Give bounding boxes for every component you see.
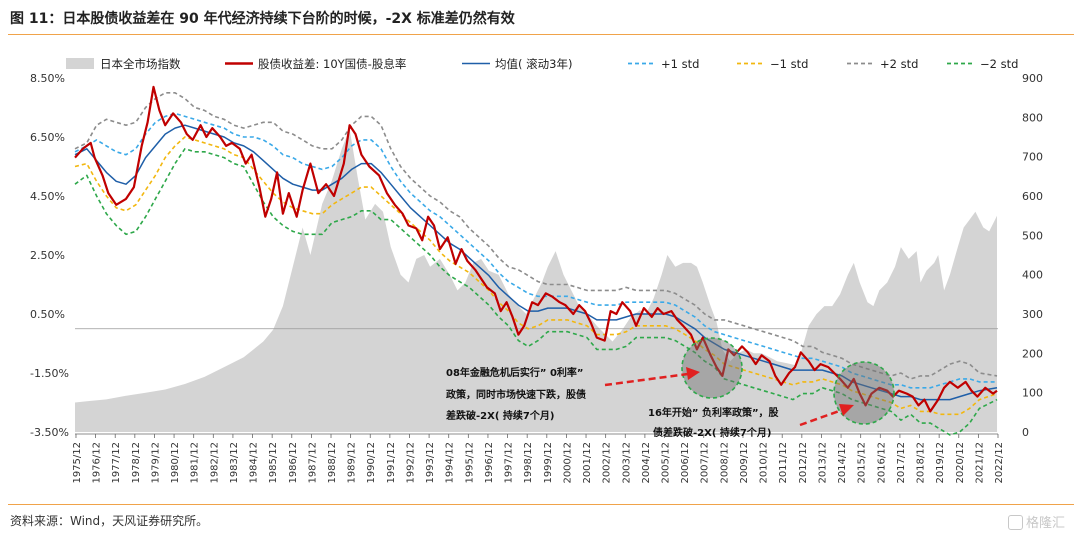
x-axis-tick-label: 2005/12 — [661, 442, 672, 484]
highlight-2008 — [681, 337, 743, 399]
x-axis-tick-label: 1999/12 — [543, 442, 554, 484]
right-axis-tick: 600 — [1022, 190, 1043, 203]
x-axis-tick-label: 2003/12 — [621, 442, 632, 484]
x-axis-tick-label: 2013/12 — [817, 442, 828, 484]
x-axis-tick-label: 1979/12 — [151, 442, 162, 484]
x-axis-tick-label: 1981/12 — [190, 442, 201, 484]
right-axis-tick: 0 — [1022, 426, 1029, 439]
x-axis-tick-label: 1998/12 — [523, 442, 534, 484]
x-axis-tick-label: 2004/12 — [641, 442, 652, 484]
x-axis-tick-label: 2019/12 — [935, 442, 946, 484]
left-axis-tick: 6.50% — [30, 131, 65, 144]
title-divider — [8, 34, 1074, 35]
annotation-2008-text: 差跌破-2X( 持续7个月) — [446, 409, 554, 422]
x-axis-tick-label: 1987/12 — [307, 442, 318, 484]
annotation-2008-arrowhead — [686, 367, 700, 380]
right-axis-tick: 500 — [1022, 229, 1043, 242]
x-axis-tick-label: 2014/12 — [837, 442, 848, 484]
left-axis-tick: 0.50% — [30, 308, 65, 321]
legend-label: +2 std — [880, 57, 918, 71]
annotation-2008-text: 政策，同时市场快速下跌，股债 — [446, 388, 586, 401]
x-axis-tick-label: 2002/12 — [602, 442, 613, 484]
right-axis-tick: 900 — [1022, 72, 1043, 85]
annotation-2016-arrowhead — [839, 404, 854, 416]
x-axis-tick-label: 1994/12 — [445, 442, 456, 484]
x-axis-tick-label: 1983/12 — [229, 442, 240, 484]
x-axis-tick-label: 1995/12 — [464, 442, 475, 484]
legend-swatch — [66, 58, 94, 69]
x-axis-tick-label: 2007/12 — [700, 442, 711, 484]
right-axis-tick: 400 — [1022, 269, 1043, 282]
legend-label: 均值( 滚动3年) — [495, 57, 572, 71]
x-axis-tick-label: 1976/12 — [92, 442, 103, 484]
x-axis-tick-label: 1975/12 — [72, 442, 83, 484]
x-axis-tick-label: 2018/12 — [916, 442, 927, 484]
x-axis-tick-label: 1984/12 — [249, 442, 260, 484]
x-axis-tick-label: 1992/12 — [406, 442, 417, 484]
chart-title: 图 11：日本股债收益差在 90 年代经济持续下台阶的时候，-2X 标准差仍然有… — [10, 11, 515, 27]
legend-label: 股债收益差: 10Y国债-股息率 — [258, 57, 406, 71]
x-axis-tick-label: 2016/12 — [876, 442, 887, 484]
right-axis-tick: 100 — [1022, 387, 1043, 400]
legend-label: −2 std — [980, 57, 1018, 71]
x-axis-tick-label: 2001/12 — [582, 442, 593, 484]
right-axis-tick: 300 — [1022, 308, 1043, 321]
x-axis-tick-label: 1985/12 — [268, 442, 279, 484]
x-axis-tick-label: 1982/12 — [209, 442, 220, 484]
series-line-3 — [74, 136, 998, 416]
annotation-2016-text: 16年开始” 负利率政策”，股 — [648, 406, 780, 419]
annotation-2016-arrow — [799, 408, 843, 427]
x-axis-tick-label: 1988/12 — [327, 442, 338, 484]
x-axis-tick-label: 2017/12 — [896, 442, 907, 484]
x-axis-tick-label: 2009/12 — [739, 442, 750, 484]
x-axis-tick-label: 1977/12 — [111, 442, 122, 484]
x-axis-tick-label: 1996/12 — [484, 442, 495, 484]
x-axis-tick-label: 2010/12 — [759, 442, 770, 484]
x-axis-tick-label: 2000/12 — [562, 442, 573, 484]
left-axis-tick: -1.50% — [30, 367, 69, 380]
x-axis-tick-label: 2008/12 — [719, 442, 730, 484]
x-axis-tick-label: 1980/12 — [170, 442, 181, 484]
series-line-5 — [74, 148, 998, 436]
left-axis-tick: 4.50% — [30, 190, 65, 203]
x-axis-tick-label: 2006/12 — [680, 442, 691, 484]
left-axis-tick: 8.50% — [30, 72, 65, 85]
x-axis-tick-label: 1990/12 — [366, 442, 377, 484]
x-axis-tick-label: 1978/12 — [131, 442, 142, 484]
series-line-2 — [74, 112, 997, 389]
x-axis-tick-label: 1989/12 — [347, 442, 358, 484]
footer-divider — [8, 504, 1074, 505]
right-axis-tick: 700 — [1022, 151, 1043, 164]
x-axis-tick-label: 1991/12 — [386, 442, 397, 484]
legend-label: −1 std — [770, 57, 808, 71]
left-axis-tick: -3.50% — [30, 426, 69, 439]
watermark-logo-icon — [1008, 515, 1023, 530]
x-axis-tick-label: 2015/12 — [857, 442, 868, 484]
right-axis-tick: 200 — [1022, 347, 1043, 360]
watermark: 格隆汇 — [1008, 512, 1065, 531]
x-axis-tick-label: 1986/12 — [288, 442, 299, 484]
x-axis-tick-label: 2020/12 — [955, 442, 966, 484]
annotation-2016-text: 债差跌破-2X( 持续7个月) — [653, 426, 771, 439]
x-axis-tick-label: 2022/12 — [994, 442, 1005, 484]
x-axis-tick-label: 1997/12 — [504, 442, 515, 484]
x-axis-tick-label: 2021/12 — [974, 442, 985, 484]
legend-label: 日本全市场指数 — [100, 57, 181, 71]
left-axis-tick: 2.50% — [30, 249, 65, 262]
source-note: 资料来源：Wind，天风证券研究所。 — [10, 514, 209, 528]
x-axis-tick-label: 2012/12 — [798, 442, 809, 484]
x-axis-tick-label: 2011/12 — [778, 442, 789, 484]
watermark-text: 格隆汇 — [1026, 516, 1066, 531]
series-line-4 — [74, 92, 998, 380]
annotation-2008-arrow — [604, 372, 689, 387]
area-market-index — [75, 129, 998, 432]
x-axis-tick-label: 1993/12 — [425, 442, 436, 484]
annotation-2008-text: 08年金融危机后实行” 0利率” — [446, 366, 584, 379]
legend-label: +1 std — [661, 57, 699, 71]
series-line-0 — [74, 85, 998, 413]
right-axis-tick: 800 — [1022, 111, 1043, 124]
